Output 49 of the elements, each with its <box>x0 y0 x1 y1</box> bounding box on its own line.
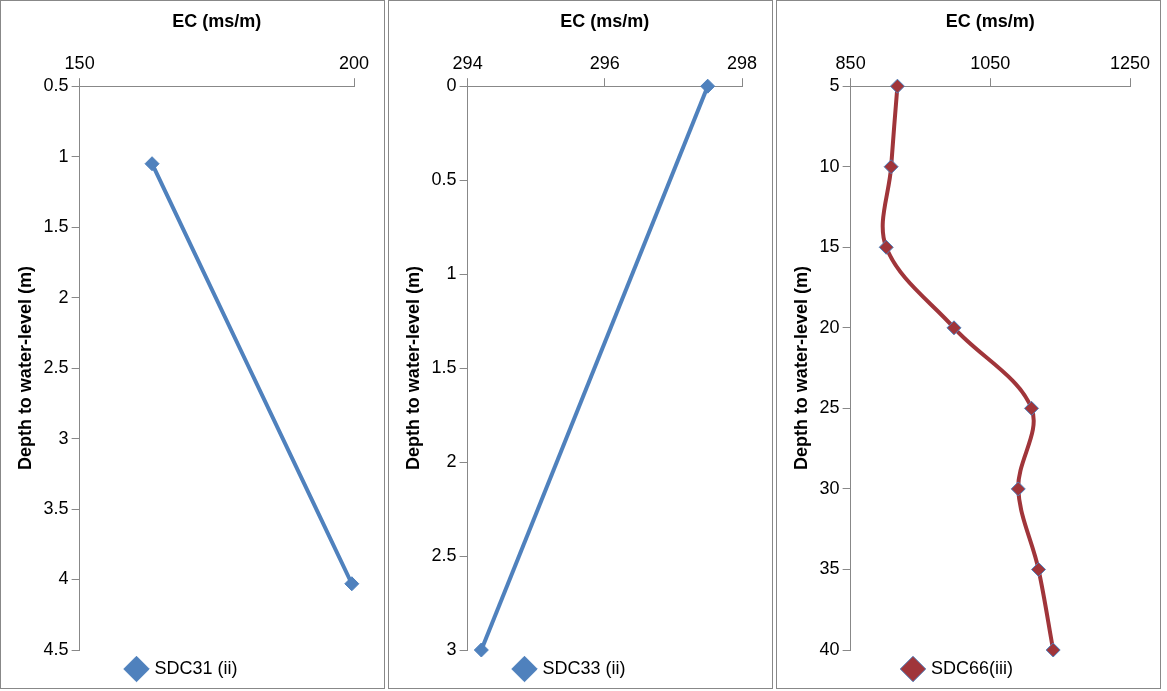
x-tick-label: 200 <box>338 53 370 74</box>
y-axis-title: Depth to water-level (m) <box>790 266 811 471</box>
x-tick-label: 150 <box>64 53 95 74</box>
y-tick-label: 0.5 <box>431 169 457 190</box>
legend-label: SDC33 (ii) <box>542 657 626 678</box>
y-tick-label: 3 <box>446 638 457 659</box>
legend-label: SDC66(iii) <box>930 657 1014 678</box>
point <box>1045 642 1061 658</box>
y-tick-label: 25 <box>819 397 840 418</box>
y-tick-label: 1.5 <box>431 357 457 378</box>
y-tick-label: 15 <box>819 236 840 257</box>
y-tick-label: 2 <box>58 286 69 307</box>
x-axis-title: EC (ms/m) <box>945 10 1035 31</box>
x-tick-label: 1050 <box>970 53 1011 74</box>
x-tick-label: 850 <box>835 53 866 74</box>
point <box>878 239 894 255</box>
y-tick-label: 35 <box>819 558 840 579</box>
legend-label: SDC31 (ii) <box>154 657 238 678</box>
point <box>883 159 899 175</box>
y-tick-label: 1 <box>58 145 69 166</box>
y-tick-label: 3 <box>58 427 69 448</box>
y-tick-label: 1.5 <box>43 216 69 237</box>
x-tick-label: 296 <box>589 53 620 74</box>
x-axis-title: EC (ms/m) <box>560 10 650 31</box>
y-tick-label: 0.5 <box>43 75 69 96</box>
x-tick-label: 294 <box>452 53 483 74</box>
point <box>1024 400 1040 416</box>
y-tick-label: 2.5 <box>431 545 457 565</box>
point <box>889 78 905 94</box>
y-tick-label: 1 <box>446 263 457 284</box>
y-tick-label: 5 <box>829 75 840 96</box>
point <box>1010 481 1026 497</box>
point <box>946 320 962 336</box>
x-axis-title: EC (ms/m) <box>172 10 262 31</box>
y-tick-label: 30 <box>819 477 840 498</box>
y-tick-label: 4 <box>58 568 69 589</box>
y-tick-label: 4.5 <box>43 638 69 659</box>
y-tick-label: 40 <box>819 638 840 659</box>
y-tick-label: 10 <box>819 155 840 176</box>
y-tick-label: 2.5 <box>43 357 69 378</box>
x-tick-label: 1250 <box>1109 53 1151 74</box>
y-axis-title: Depth to water-level (m) <box>402 266 423 471</box>
point <box>1031 561 1046 577</box>
y-tick-label: 0 <box>446 75 457 96</box>
y-tick-label: 2 <box>446 451 457 472</box>
y-axis-title: Depth to water-level (m) <box>14 266 35 471</box>
y-tick-label: 3.5 <box>43 498 69 519</box>
x-tick-label: 298 <box>726 53 758 74</box>
y-tick-label: 20 <box>819 316 840 337</box>
